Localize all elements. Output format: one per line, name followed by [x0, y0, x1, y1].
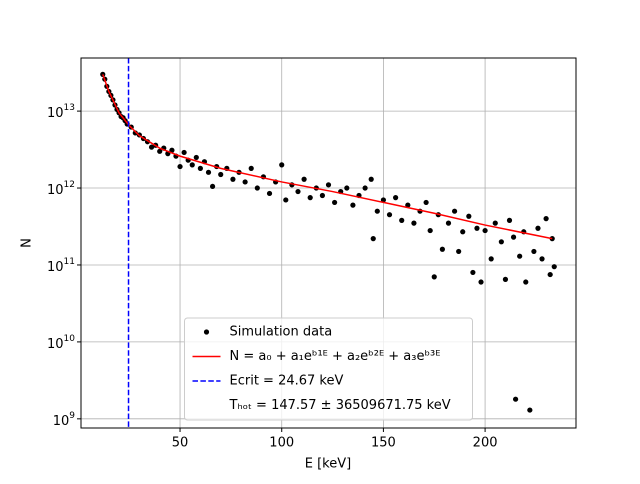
data-point [482, 227, 488, 234]
data-point [492, 220, 498, 226]
x-tick-label: 200 [473, 436, 498, 451]
data-point [551, 264, 557, 270]
y-tick-exponent: 11 [64, 256, 75, 266]
x-tick-label: 100 [269, 436, 294, 451]
data-point [205, 169, 212, 175]
data-point [523, 279, 529, 285]
y-tick-base: 10 [47, 106, 64, 121]
legend-label: Ecrit = 24.67 keV [230, 374, 344, 389]
data-point [393, 195, 399, 201]
data-point [279, 162, 285, 168]
x-tick-label: 150 [371, 436, 396, 451]
data-point [502, 276, 509, 282]
legend-label: Tₕₒₜ = 147.57 ± 36509671.75 keV [229, 398, 451, 413]
data-point [466, 213, 472, 219]
y-tick-exponent: 13 [64, 103, 75, 113]
y-tick-exponent: 10 [64, 333, 76, 343]
data-point [506, 217, 513, 223]
data-point [374, 208, 380, 214]
y-tick-label: 1013 [47, 103, 75, 121]
data-point [177, 163, 183, 170]
data-point [510, 234, 517, 240]
data-point [209, 183, 216, 190]
data-point [543, 216, 549, 222]
data-point [157, 148, 163, 154]
data-point [474, 225, 480, 231]
data-point [439, 246, 445, 252]
data-point [451, 208, 458, 214]
data-point [350, 202, 356, 208]
data-point [189, 162, 195, 168]
data-point [460, 229, 466, 235]
data-point [399, 217, 405, 223]
data-point [181, 149, 187, 156]
data-point [380, 197, 387, 203]
data-point [368, 176, 374, 182]
y-tick-base: 10 [53, 413, 70, 428]
data-point [478, 279, 484, 285]
y-tick-base: 10 [47, 183, 64, 198]
x-axis-label: E [keV] [305, 457, 351, 472]
data-point [132, 130, 138, 136]
y-axis-label: N [20, 238, 35, 248]
data-point [539, 256, 545, 262]
data-point [386, 212, 393, 218]
data-point [230, 176, 236, 182]
data-point [344, 185, 350, 191]
data-point [445, 220, 452, 226]
data-point [193, 154, 199, 161]
data-point [370, 236, 376, 242]
data-point [242, 179, 248, 185]
data-point [169, 147, 175, 153]
data-point [283, 197, 289, 203]
data-point [527, 407, 533, 413]
axes-frame [80, 57, 577, 429]
legend-handle [203, 329, 210, 335]
data-point [531, 248, 537, 255]
y-tick-label: 1012 [47, 180, 75, 198]
data-point [431, 274, 437, 280]
data-point [512, 396, 519, 402]
data-point [197, 165, 203, 171]
data-point [517, 253, 523, 259]
y-tick-exponent: 12 [64, 180, 75, 190]
data-point [218, 171, 224, 178]
data-point [319, 192, 325, 199]
plot-area [100, 58, 557, 428]
legend-frame [184, 317, 473, 421]
data-point [301, 176, 307, 182]
fit-line [102, 74, 553, 240]
data-point [295, 188, 301, 195]
data-point [488, 256, 494, 262]
y-tick-base: 10 [47, 336, 64, 351]
data-point [266, 190, 273, 197]
data-point [325, 182, 332, 188]
data-point [547, 271, 553, 278]
data-point [332, 199, 338, 206]
y-tick-exponent: 9 [69, 410, 75, 420]
data-point [307, 195, 313, 201]
data-point [405, 202, 411, 208]
legend-label: N = a₀ + a₁eᵇ¹ᴱ + a₂eᵇ²ᴱ + a₃eᵇ³ᴱ [230, 349, 441, 364]
legend-label: Simulation data [230, 325, 333, 340]
y-tick-label: 109 [53, 410, 76, 428]
y-tick-base: 10 [47, 259, 64, 274]
data-point [498, 239, 504, 245]
data-point [427, 227, 433, 234]
data-point [362, 185, 368, 191]
data-point [470, 269, 476, 276]
legend: Simulation data N = a₀ + a₁eᵇ¹ᴱ + a₂eᵇ²ᴱ … [184, 317, 473, 421]
data-point [535, 225, 541, 231]
y-tick-label: 1011 [47, 256, 75, 274]
data-point [148, 144, 155, 150]
data-point [411, 220, 417, 226]
data-point [456, 248, 462, 255]
data-point [248, 165, 254, 171]
data-point [423, 199, 429, 206]
y-tick-label: 1010 [47, 333, 75, 351]
data-point [254, 185, 260, 191]
x-tick-label: 50 [172, 436, 189, 451]
